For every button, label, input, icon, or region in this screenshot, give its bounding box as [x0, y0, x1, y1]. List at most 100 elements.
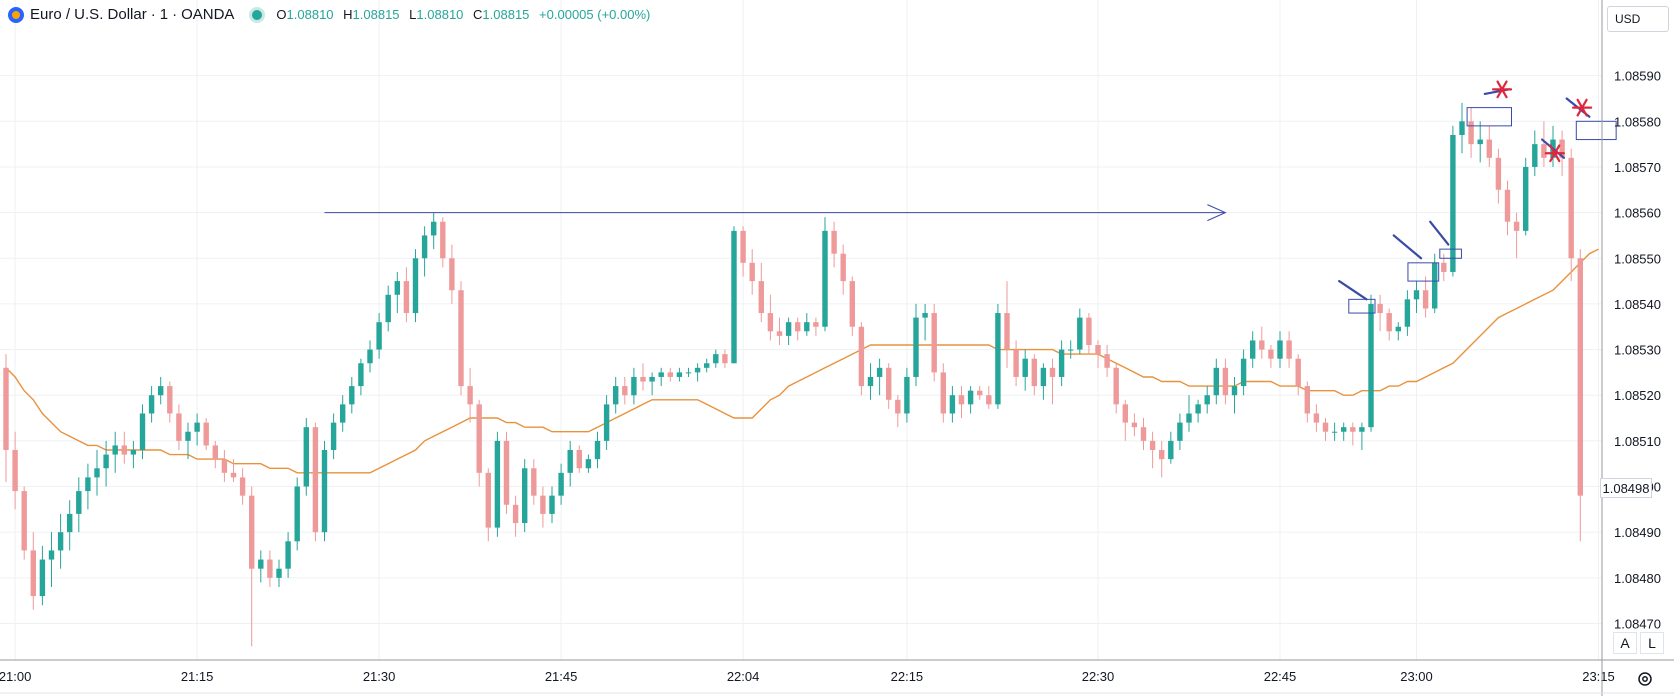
candle-body: [1149, 440, 1156, 450]
candle-body: [467, 386, 473, 405]
candle-body: [1268, 349, 1274, 359]
currency-selector[interactable]: USD: [1607, 6, 1669, 32]
y-tick-label: 1.08580: [1614, 114, 1661, 129]
candle: [1104, 345, 1110, 377]
marker-slash: [1338, 279, 1368, 301]
symbol-header: Euro / U.S. Dollar · 1 · OANDA O1.08810 …: [8, 6, 656, 23]
candle-body: [376, 322, 382, 350]
candle-body: [158, 386, 164, 396]
candle: [694, 363, 701, 382]
candle: [776, 317, 783, 345]
candle: [931, 303, 937, 382]
candle: [103, 440, 109, 487]
candle-body: [813, 322, 819, 327]
interval-label[interactable]: 1: [159, 6, 169, 23]
candle: [385, 285, 391, 332]
candle: [112, 431, 118, 473]
candle-body: [722, 354, 728, 364]
candle: [649, 372, 655, 396]
candle: [1313, 404, 1320, 432]
candle: [640, 363, 646, 391]
candle-body: [531, 468, 537, 496]
candle-body: [267, 559, 273, 578]
candle-body: [1131, 422, 1138, 428]
candle: [367, 340, 373, 373]
candle-body: [1395, 326, 1401, 332]
candle: [613, 376, 619, 414]
candle-body: [1004, 313, 1010, 350]
candle-body: [1259, 340, 1265, 350]
candle-body: [995, 313, 1001, 405]
chart-grid: [0, 0, 1602, 660]
y-tick-label: 1.08480: [1614, 571, 1661, 586]
candle: [913, 303, 919, 387]
candle: [840, 244, 846, 295]
candle: [294, 477, 300, 551]
candle-body: [1523, 166, 1529, 231]
candle-body: [1068, 349, 1074, 351]
candle-body: [1386, 313, 1392, 332]
candle: [85, 463, 91, 510]
candle: [212, 440, 218, 469]
candle-body: [312, 427, 319, 533]
y-tick-label: 1.08560: [1614, 206, 1661, 221]
auto-scale-button[interactable]: A: [1613, 632, 1637, 654]
candle-body: [249, 495, 255, 569]
candle-body: [1495, 157, 1502, 190]
candle-body: [121, 445, 127, 455]
candle-body: [349, 386, 355, 405]
candle-body: [1168, 440, 1174, 460]
candle: [358, 358, 364, 396]
candle-body: [1341, 427, 1347, 432]
candle-body: [949, 395, 956, 414]
candle-body: [1277, 340, 1283, 359]
change-value: +0.00005 (+0.00%): [539, 7, 651, 22]
candle: [1240, 349, 1247, 396]
candle-body: [367, 349, 373, 364]
ohlc-values: O1.08810 H1.08815 L1.08810 C1.08815 +0.0…: [276, 7, 656, 22]
candle: [1186, 395, 1192, 432]
candle: [1049, 358, 1056, 405]
separator: ·: [172, 6, 178, 23]
candle-body: [1559, 139, 1565, 158]
candle: [1377, 294, 1383, 332]
log-scale-button[interactable]: L: [1640, 632, 1664, 654]
candle: [1450, 125, 1456, 277]
zone-box: [1348, 298, 1376, 314]
candle: [449, 244, 455, 304]
candle: [1422, 276, 1429, 318]
candle-body: [1086, 317, 1092, 345]
candle: [121, 431, 127, 464]
candle: [767, 294, 774, 341]
candle-body: [1377, 303, 1383, 314]
candle: [858, 322, 865, 396]
candle: [148, 386, 155, 423]
candle: [176, 404, 182, 450]
high-label: H: [343, 7, 353, 22]
candle-body: [1049, 367, 1056, 377]
candle-body: [512, 504, 519, 524]
y-tick-label: 1.08540: [1614, 297, 1661, 312]
candle: [667, 367, 673, 382]
candle: [1168, 431, 1174, 464]
gear-icon[interactable]: [1632, 666, 1658, 692]
symbol-name[interactable]: Euro / U.S. Dollar: [30, 6, 147, 23]
candle: [158, 376, 164, 405]
candle: [512, 495, 519, 537]
candle: [1568, 148, 1574, 282]
candle: [1031, 354, 1037, 396]
candle: [603, 395, 610, 450]
candle-body: [676, 372, 683, 377]
candle-body: [1404, 299, 1411, 327]
candle-body: [549, 495, 555, 514]
candle-body: [185, 431, 191, 441]
candle-body: [749, 262, 755, 282]
candle-body: [67, 513, 73, 533]
candle: [421, 226, 428, 277]
candle: [1432, 253, 1438, 314]
candle-body: [1350, 427, 1356, 432]
candle-body: [1477, 139, 1483, 145]
candle-body: [849, 281, 855, 327]
candle-body: [330, 422, 337, 450]
